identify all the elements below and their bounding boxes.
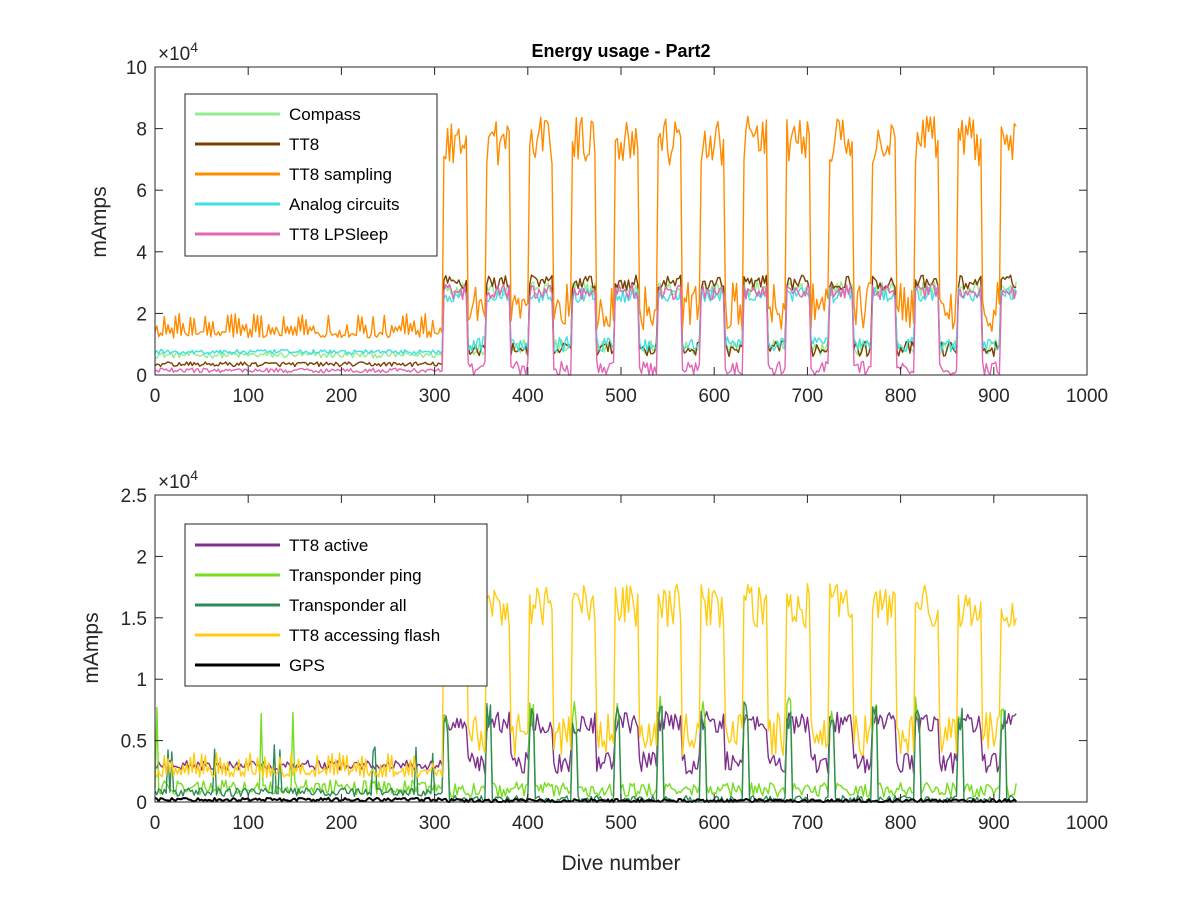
x-tick-label: 700 (792, 386, 824, 407)
x-tick-label: 200 (326, 813, 358, 834)
x-tick-label: 900 (978, 386, 1010, 407)
bottom-y-axis-label: mAmps (80, 612, 103, 683)
legend-entry-label: TT8 LPSleep (289, 225, 388, 244)
x-tick-label: 0 (150, 386, 161, 407)
x-tick-label: 300 (419, 813, 451, 834)
legend-entry-label: TT8 (289, 135, 319, 154)
x-tick-label: 900 (978, 813, 1010, 834)
series-line-tt8 (154, 274, 1017, 368)
legend-entry-label: Transponder all (289, 596, 407, 615)
bottom-exponent-power: 4 (190, 467, 198, 483)
legend-entry-label: Analog circuits (289, 195, 400, 214)
y-tick-label: 6 (136, 181, 147, 202)
x-tick-label: 200 (326, 386, 358, 407)
x-tick-label: 100 (232, 386, 264, 407)
y-tick-label: 2 (136, 304, 147, 325)
top-y-axis-label: mAmps (88, 186, 111, 257)
series-line-tt8-accessing-flash (154, 583, 1017, 779)
y-tick-label: 0 (136, 366, 147, 387)
legend-entry-label: TT8 sampling (289, 165, 392, 184)
y-tick-label: 1 (136, 670, 147, 691)
series-line-gps (154, 796, 1017, 803)
x-tick-label: 1000 (1066, 386, 1108, 407)
legend-entry-label: Compass (289, 105, 361, 124)
x-tick-label: 800 (885, 813, 917, 834)
x-tick-label: 300 (419, 386, 451, 407)
x-tick-label: 600 (698, 813, 730, 834)
bottom-exponent-base: ×10 (158, 472, 190, 493)
x-tick-label: 400 (512, 386, 544, 407)
x-tick-label: 600 (698, 386, 730, 407)
y-tick-label: 2.5 (121, 486, 147, 507)
chart-title: Energy usage - Part2 (531, 41, 710, 61)
y-tick-label: 2 (136, 547, 147, 568)
x-tick-label: 100 (232, 813, 264, 834)
top-exponent-power: 4 (190, 39, 198, 55)
legend-entry-label: GPS (289, 656, 325, 675)
top-legend: Compass TT8 TT8 sampling Analog circuits TT8… (184, 93, 438, 257)
y-tick-label: 10 (126, 58, 147, 79)
series-line-tt8-sampling (154, 115, 1017, 339)
x-tick-label: 700 (792, 813, 824, 834)
bottom-series-group (154, 583, 1017, 803)
legend-entry-label: TT8 accessing flash (289, 626, 440, 645)
y-tick-label: 0 (136, 793, 147, 814)
x-tick-label: 500 (605, 813, 637, 834)
top-exponent-label: ×104 (158, 39, 198, 65)
bottom-ticks-group: 0 100 200 300 400 500 600 700 800 900 1000 0 0.5 1 1.5… (121, 486, 1109, 834)
x-tick-label: 1000 (1066, 813, 1108, 834)
top-exponent-base: ×10 (158, 44, 190, 65)
top-panel: Energy usage - Part2 ×104 mAmps 0 100 200 3… (88, 39, 1108, 407)
y-tick-label: 8 (136, 120, 147, 141)
x-tick-label: 400 (512, 813, 544, 834)
y-tick-label: 0.5 (121, 732, 147, 753)
x-tick-label: 800 (885, 386, 917, 407)
series-line-tt8-lpsleep (154, 283, 1017, 376)
y-tick-label: 1.5 (121, 609, 147, 630)
x-tick-label: 500 (605, 386, 637, 407)
x-axis-label: Dive number (561, 852, 680, 875)
top-series-group (154, 115, 1017, 376)
bottom-panel: ×104 mAmps Dive number 0 100 200 300 400 500 6… (80, 467, 1108, 875)
legend-entry-label: TT8 active (289, 536, 368, 555)
top-ticks-group: 0 100 200 300 400 500 600 700 800 900 1000 0 2 4 6 8 10 (126, 58, 1108, 407)
x-tick-label: 0 (150, 813, 161, 834)
legend-entry-label: Transponder ping (289, 566, 422, 585)
bottom-legend: TT8 active Transponder ping Transponder al… (184, 523, 488, 687)
y-tick-label: 4 (136, 243, 147, 264)
bottom-exponent-label: ×104 (158, 467, 198, 493)
